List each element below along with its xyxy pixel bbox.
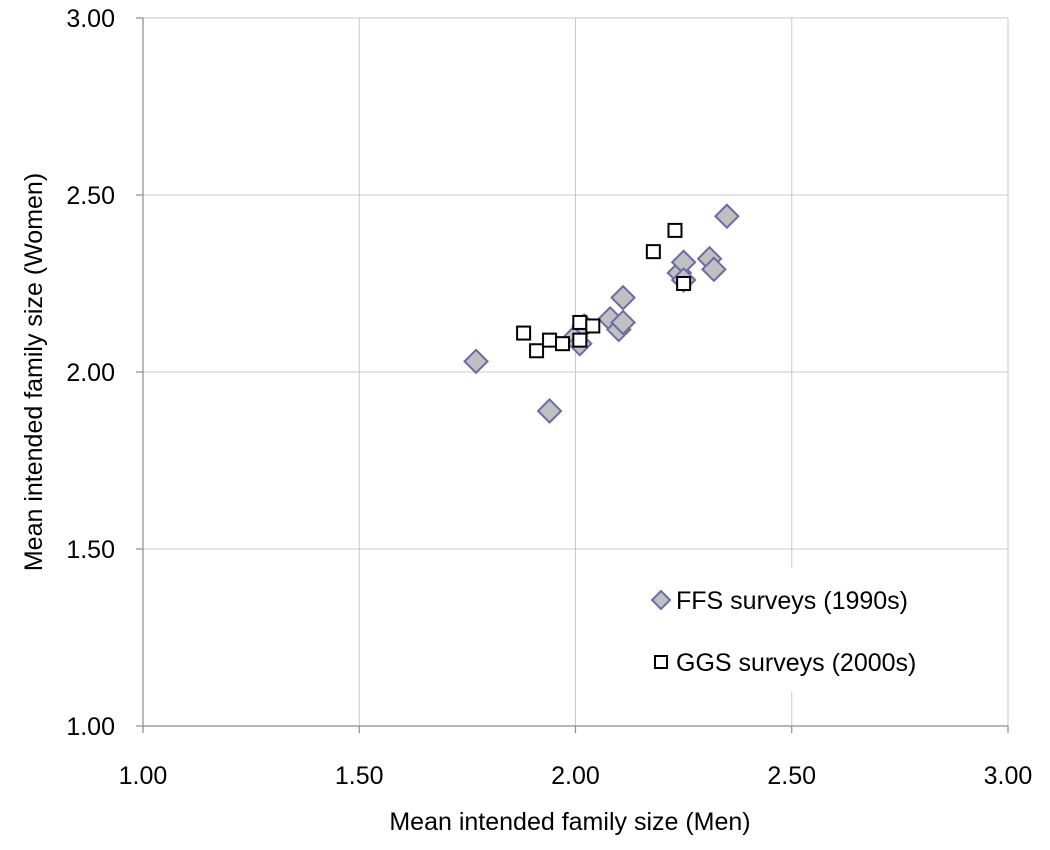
x-tick-label: 2.00 (551, 762, 600, 790)
legend-box (630, 568, 970, 692)
ggs-point (645, 244, 661, 260)
ggs-point (555, 336, 571, 352)
ffs-point (610, 284, 636, 311)
ggs-point (572, 314, 588, 330)
ffs-point (700, 256, 727, 283)
legend: FFS surveys (1990s) GGS surveys (2000s) (630, 568, 970, 692)
legend-marker-ffs (650, 589, 672, 611)
ffs-point (713, 203, 740, 230)
x-axis-title: Mean intended family size (Men) (389, 808, 750, 836)
y-tick-label: 3.00 (66, 5, 115, 33)
ffs-point (610, 309, 636, 336)
y-tick-label: 2.00 (66, 359, 115, 387)
ggs-point (516, 325, 532, 341)
y-tick-label: 1.00 (66, 713, 115, 741)
grid-lines (143, 17, 1009, 726)
ffs-point (463, 348, 489, 375)
data-points (463, 203, 740, 424)
tick-labels: 1.00 1.50 2.00 2.50 3.00 1.00 1.50 2.00 2.50 3.00 (66, 5, 1032, 790)
y-tick-label: 2.50 (66, 182, 115, 210)
ggs-point (572, 332, 588, 348)
legend-label: GGS surveys (2000s) (676, 649, 916, 677)
x-tick-label: 2.50 (767, 762, 816, 790)
ggs-point (529, 343, 545, 359)
x-tick-label: 3.00 (984, 762, 1033, 790)
axes (136, 17, 1009, 733)
ggs-point (542, 332, 558, 348)
y-axis-title: Mean intended family size (Women) (20, 173, 48, 571)
ggs-point (667, 222, 683, 238)
ggs-point (676, 276, 692, 291)
x-tick-label: 1.50 (335, 762, 384, 790)
y-tick-label: 1.50 (66, 536, 115, 564)
legend-label: FFS surveys (1990s) (676, 587, 908, 615)
x-tick-label: 1.00 (119, 762, 168, 790)
ggs-point (585, 318, 601, 334)
ffs-point (536, 398, 563, 424)
legend-marker-ggs (654, 655, 668, 669)
